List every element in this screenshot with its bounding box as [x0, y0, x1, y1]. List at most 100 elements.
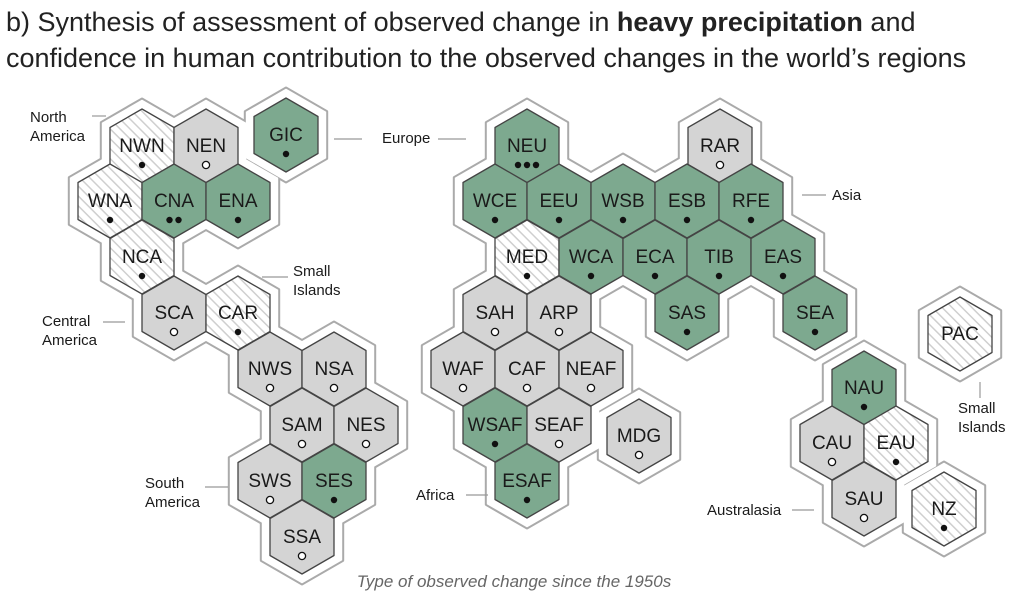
group-label-south-america: South America: [145, 475, 201, 511]
group-label-small-islands-1: Small Islands: [293, 263, 341, 299]
region-code-label: CNA: [154, 191, 194, 212]
region-hex-eas: EAS: [750, 219, 816, 295]
group-label-line: America: [42, 332, 98, 349]
region-hex-cna: CNA: [141, 163, 207, 239]
group-label-line: South: [145, 475, 184, 492]
region-code-label: SAM: [281, 415, 322, 436]
group-label-line: North: [30, 109, 67, 126]
region-group-labels: North America Europe Asia Small Islands Centra…: [30, 109, 1006, 519]
region-hex-mdg: MDG: [606, 398, 672, 474]
confidence-dot-filled: [587, 272, 595, 280]
region-code-label: NAU: [844, 378, 884, 399]
region-hex-seaf: SEAF: [526, 387, 592, 463]
region-code-label: MED: [506, 247, 548, 268]
region-hexagons: NWN NEN GIC WNA CNA ENA NCA SCA CAR NWS NSA SAM NES S…: [77, 97, 993, 575]
region-hex-nsa: NSA: [301, 331, 367, 407]
title-line2: confidence in human contribution to the …: [6, 43, 967, 73]
confidence-dot-open: [361, 439, 371, 449]
group-label-line: Islands: [958, 419, 1006, 436]
region-code-label: SCA: [154, 303, 193, 324]
region-code-label: MDG: [617, 426, 661, 447]
region-hex-pac: PAC: [927, 296, 993, 372]
region-code-label: EAU: [876, 433, 915, 454]
confidence-dot-filled: [491, 440, 499, 448]
confidence-dot-open: [329, 383, 339, 393]
region-hex-nca: NCA: [109, 219, 175, 295]
group-label-line: America: [30, 128, 86, 145]
region-hex-sea: SEA: [782, 275, 848, 351]
region-hex-waf: WAF: [430, 331, 496, 407]
region-hex-wna: WNA: [77, 163, 143, 239]
group-label-asia: Asia: [832, 187, 862, 204]
label-connector-lines: [92, 115, 981, 511]
confidence-dot-open: [827, 457, 837, 467]
region-code-label: ARP: [539, 303, 578, 324]
confidence-dot-filled: [892, 458, 900, 466]
group-label-australasia: Australasia: [707, 502, 782, 519]
region-code-label: SAS: [668, 303, 706, 324]
confidence-dot-filled: [811, 328, 819, 336]
hexagon-shape: [494, 443, 560, 519]
title-prefix: b) Synthesis of assessment of observed c…: [6, 7, 617, 37]
confidence-dot-filled: [138, 272, 146, 280]
region-code-label: NEU: [507, 136, 547, 157]
confidence-dot-open: [297, 551, 307, 561]
region-code-label: SWS: [248, 471, 291, 492]
region-code-label: PAC: [941, 324, 979, 345]
group-label-line: Central: [42, 313, 90, 330]
region-code-label: EEU: [539, 191, 578, 212]
group-label-line: Small: [293, 263, 331, 280]
region-hex-ses: SES: [301, 443, 367, 519]
region-hex-nen: NEN: [173, 108, 239, 184]
confidence-dot-open: [458, 383, 468, 393]
region-code-label: NWS: [248, 359, 292, 380]
hexagon-shape: [927, 296, 993, 372]
confidence-dot-open: [554, 327, 564, 337]
region-hex-neaf: NEAF: [558, 331, 624, 407]
region-hex-ena: ENA: [205, 163, 271, 239]
region-code-label: GIC: [269, 125, 303, 146]
region-code-label: WSAF: [468, 415, 523, 436]
confidence-dot-filled: [523, 161, 531, 169]
region-hex-nes: NES: [333, 387, 399, 463]
confidence-dot-filled: [166, 216, 173, 224]
region-hex-sca: SCA: [141, 275, 207, 351]
region-code-label: WCE: [473, 191, 517, 212]
confidence-dot-filled: [860, 403, 868, 411]
confidence-dot-filled: [532, 161, 540, 169]
group-label-line: Africa: [416, 487, 455, 504]
region-code-label: WCA: [569, 247, 614, 268]
region-code-label: RFE: [732, 191, 770, 212]
region-hex-nz: NZ: [911, 471, 977, 547]
confidence-dot-filled: [619, 216, 627, 224]
hexagon-shape: [253, 97, 319, 173]
region-code-label: ESB: [668, 191, 706, 212]
region-code-label: ECA: [635, 247, 674, 268]
region-code-label: SSA: [283, 527, 321, 548]
region-code-label: NCA: [122, 247, 162, 268]
confidence-dot-filled: [555, 216, 563, 224]
group-label-line: Small: [958, 400, 996, 417]
confidence-dot-filled: [683, 216, 691, 224]
hexagon-shape: [269, 499, 335, 575]
region-code-label: NEN: [186, 136, 226, 157]
confidence-dot-open: [522, 383, 532, 393]
hexagon-shape: [911, 471, 977, 547]
region-hex-car: CAR: [205, 275, 271, 351]
confidence-dot-open: [265, 383, 275, 393]
confidence-dot-filled: [514, 161, 522, 169]
region-code-label: CAR: [218, 303, 258, 324]
confidence-dot-open: [859, 513, 869, 523]
confidence-dot-open: [201, 160, 211, 170]
region-code-label: TIB: [704, 247, 734, 268]
confidence-dot-filled: [491, 216, 499, 224]
group-label-line: Islands: [293, 282, 341, 299]
region-hex-med: MED: [494, 219, 560, 295]
region-code-label: CAU: [812, 433, 852, 454]
confidence-dot-open: [586, 383, 596, 393]
region-code-label: NEAF: [566, 359, 617, 380]
region-hex-gic: GIC: [253, 97, 319, 173]
legend-heading: Type of observed change since the 1950s: [356, 572, 672, 591]
group-label-europe: Europe: [382, 130, 430, 147]
region-code-label: CAF: [508, 359, 546, 380]
